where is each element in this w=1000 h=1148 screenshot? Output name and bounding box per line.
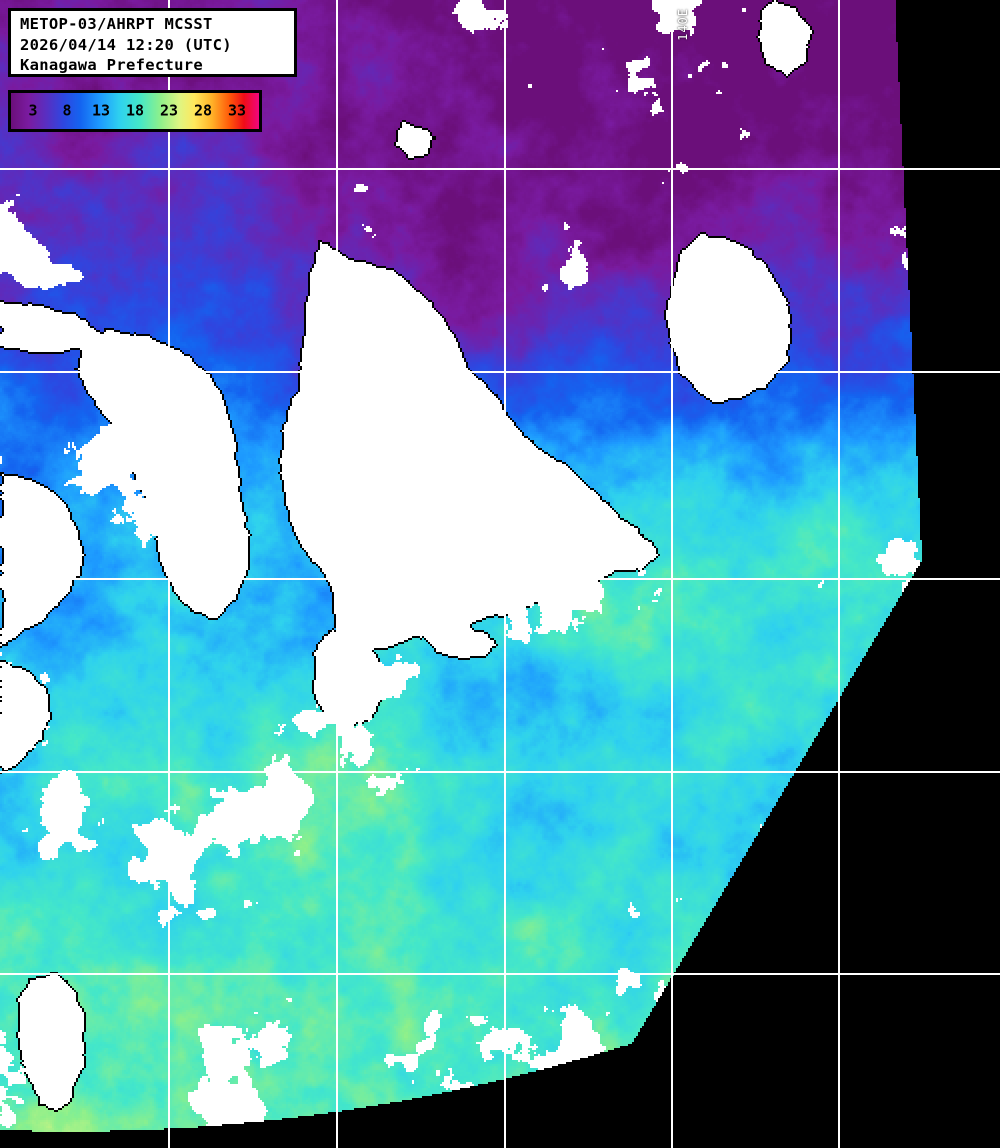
colorbar-tick-13: 13 — [91, 101, 111, 120]
colorbar-tick-3: 3 — [28, 101, 38, 120]
title-line-datetime: 2026/04/14 12:20 (UTC) — [20, 35, 232, 54]
colorbar-tick-28: 28 — [193, 101, 213, 120]
colorbar-tick-18: 18 — [125, 101, 145, 120]
title-line-product: METOP-03/AHRPT MCSST — [20, 15, 213, 33]
graticule-label-140E: 140E — [676, 8, 690, 41]
temperature-colorbar: 3 8 13 18 23 28 33 — [8, 90, 262, 132]
colorbar-tick-23: 23 — [159, 101, 179, 120]
colorbar-tick-33: 33 — [227, 101, 247, 120]
colorbar-tick-8: 8 — [62, 101, 72, 120]
title-legend-box: METOP-03/AHRPT MCSST 2026/04/14 12:20 (U… — [8, 8, 297, 77]
colorbar-tick-labels: 3 8 13 18 23 28 33 — [11, 93, 259, 129]
title-line-region: Kanagawa Prefecture — [20, 56, 204, 74]
colorbar-gradient — [11, 93, 259, 129]
